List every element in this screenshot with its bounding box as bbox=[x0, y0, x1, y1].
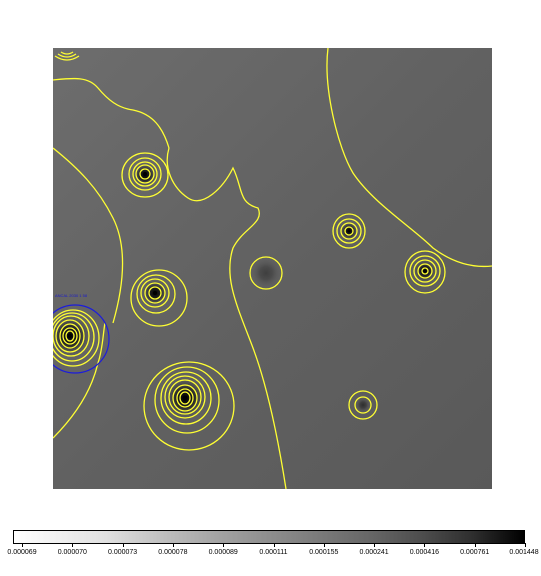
source-peaks bbox=[68, 172, 427, 401]
contour-image bbox=[53, 48, 492, 489]
source-blob bbox=[355, 397, 371, 413]
region-label: ANCAL 2030 1 58 bbox=[55, 293, 88, 298]
colorbar-tick bbox=[72, 543, 74, 547]
colorbar-tick bbox=[323, 543, 325, 547]
colorbar-tick-label: 0.000241 bbox=[359, 549, 389, 556]
colorbar-tick-label: 0.000761 bbox=[460, 549, 490, 556]
contour-lines bbox=[53, 48, 492, 489]
region-circle[interactable] bbox=[53, 304, 110, 374]
colorbar-tick bbox=[424, 543, 426, 547]
colorbar-tick-label: 0.000073 bbox=[107, 549, 138, 556]
colorbar-tick-label: 0.000155 bbox=[309, 549, 339, 556]
colorbar-tick-label: 0.000070 bbox=[57, 549, 87, 556]
colorbar-tick bbox=[22, 543, 23, 547]
source-blob bbox=[250, 257, 282, 289]
colorbar-tick bbox=[525, 543, 526, 547]
colorbar-tick-label: 0.000089 bbox=[208, 549, 238, 556]
colorbar-tick bbox=[172, 543, 174, 547]
colorbar-tick-label: 0.000069 bbox=[7, 549, 37, 556]
colorbar-tick-label: 0.000111 bbox=[259, 549, 288, 556]
colorbar bbox=[13, 530, 525, 544]
colorbar-tick-label: 0.001448 bbox=[509, 549, 539, 556]
colorbar-tick bbox=[374, 543, 376, 547]
colorbar-tick bbox=[223, 543, 225, 547]
colorbar-tick-label: 0.000416 bbox=[409, 549, 439, 556]
colorbar-tick bbox=[474, 543, 476, 547]
source-blob bbox=[53, 314, 92, 358]
colorbar-tick bbox=[273, 543, 275, 547]
colorbar-tick bbox=[122, 543, 124, 547]
image-panel bbox=[53, 48, 492, 489]
colorbar-tick-label: 0.000078 bbox=[158, 549, 188, 556]
